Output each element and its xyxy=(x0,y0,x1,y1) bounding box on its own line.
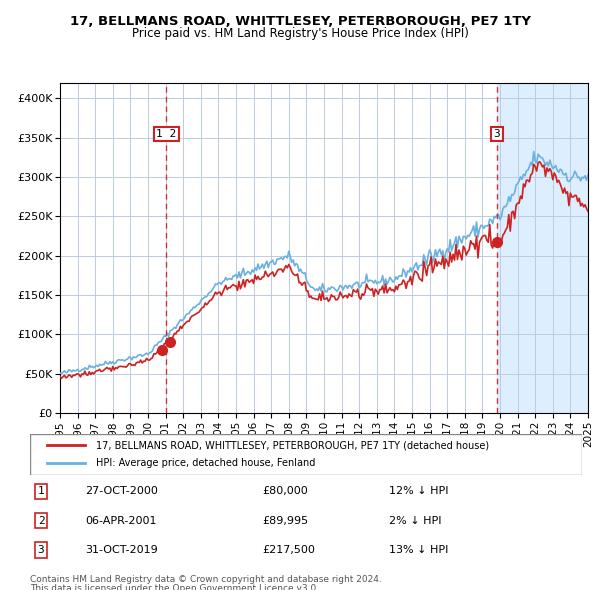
Text: 12% ↓ HPI: 12% ↓ HPI xyxy=(389,486,448,496)
Text: 13% ↓ HPI: 13% ↓ HPI xyxy=(389,545,448,555)
Text: 17, BELLMANS ROAD, WHITTLESEY, PETERBOROUGH, PE7 1TY: 17, BELLMANS ROAD, WHITTLESEY, PETERBORO… xyxy=(70,15,530,28)
Text: This data is licensed under the Open Government Licence v3.0.: This data is licensed under the Open Gov… xyxy=(30,584,319,590)
Text: Price paid vs. HM Land Registry's House Price Index (HPI): Price paid vs. HM Land Registry's House … xyxy=(131,27,469,40)
FancyBboxPatch shape xyxy=(30,434,582,475)
Bar xyxy=(497,83,588,413)
Text: Contains HM Land Registry data © Crown copyright and database right 2024.: Contains HM Land Registry data © Crown c… xyxy=(30,575,382,584)
Text: 3: 3 xyxy=(494,129,500,139)
Text: 1: 1 xyxy=(38,486,44,496)
Text: 06-APR-2001: 06-APR-2001 xyxy=(85,516,157,526)
Text: £80,000: £80,000 xyxy=(262,486,308,496)
Text: 17, BELLMANS ROAD, WHITTLESEY, PETERBOROUGH, PE7 1TY (detached house): 17, BELLMANS ROAD, WHITTLESEY, PETERBORO… xyxy=(96,440,490,450)
Text: 31-OCT-2019: 31-OCT-2019 xyxy=(85,545,158,555)
Text: 2% ↓ HPI: 2% ↓ HPI xyxy=(389,516,442,526)
Text: 2: 2 xyxy=(38,516,44,526)
Text: £217,500: £217,500 xyxy=(262,545,315,555)
Text: 1 2: 1 2 xyxy=(157,129,176,139)
Text: HPI: Average price, detached house, Fenland: HPI: Average price, detached house, Fenl… xyxy=(96,458,316,468)
Text: 27-OCT-2000: 27-OCT-2000 xyxy=(85,486,158,496)
Text: £89,995: £89,995 xyxy=(262,516,308,526)
Text: 3: 3 xyxy=(38,545,44,555)
